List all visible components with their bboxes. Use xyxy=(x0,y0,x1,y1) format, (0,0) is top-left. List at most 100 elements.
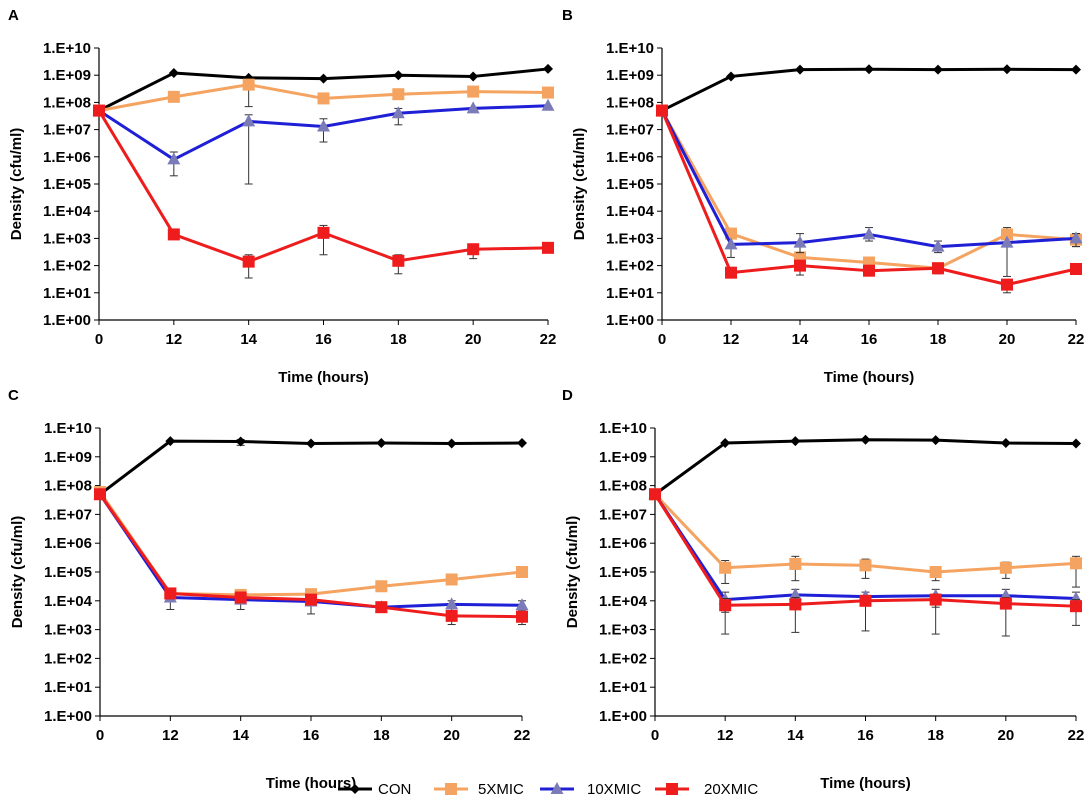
y-tick-label: 1.E+09 xyxy=(599,449,647,466)
y-tick-label: 1.E+02 xyxy=(606,258,654,275)
x-tick-label: 18 xyxy=(930,331,947,348)
x-axis-title: Time (hours) xyxy=(820,775,911,792)
y-tick-label: 1.E+05 xyxy=(43,176,91,193)
data-point-20XMIC xyxy=(656,104,668,117)
data-point-5XMIC xyxy=(445,573,458,586)
chart-panel-C: C 1.E+00 1.E+01 1.E+02 1.E+03 1.E+04 1.E+05 1.E… xyxy=(8,387,530,792)
series-line-CON xyxy=(99,439,523,496)
y-tick-label: 1.E+05 xyxy=(599,564,647,581)
series-20XMIC xyxy=(649,488,1082,637)
data-point-20XMIC xyxy=(719,599,732,612)
x-tick-label: 22 xyxy=(1068,727,1085,744)
series-CON xyxy=(657,64,1081,116)
y-tick-label: 1.E+08 xyxy=(44,478,92,495)
data-point-10XMIC xyxy=(862,227,876,240)
x-tick-label: 0 xyxy=(658,331,666,348)
data-point-CON xyxy=(1002,64,1012,75)
data-point-20XMIC xyxy=(859,594,872,607)
y-tick-label: 1.E+06 xyxy=(606,149,654,166)
data-point-CON xyxy=(726,71,736,82)
data-point-20XMIC xyxy=(467,243,480,256)
x-axis-title: Time (hours) xyxy=(266,775,357,792)
x-tick-label: 20 xyxy=(465,331,482,348)
data-point-10XMIC xyxy=(242,114,256,127)
y-tick-label: 1.E+02 xyxy=(44,650,92,667)
data-point-CON xyxy=(933,64,943,75)
chart-panels: A 1.E+00 1.E+01 1.E+02 1.E+03 1.E+04 1.E+05 1.E… xyxy=(8,7,1084,792)
data-point-CON xyxy=(720,438,731,449)
x-axis-title: Time (hours) xyxy=(278,369,369,386)
data-point-10XMIC xyxy=(1069,231,1083,244)
data-point-20XMIC xyxy=(932,262,944,275)
y-tick-label: 1.E+07 xyxy=(606,122,654,139)
data-point-CON xyxy=(318,73,329,84)
y-tick-label: 1.E+00 xyxy=(606,312,654,329)
chart-panel-D: D 1.E+00 1.E+01 1.E+02 1.E+03 1.E+04 1.E+05 1.E… xyxy=(562,387,1084,792)
legend-label: 20XMIC xyxy=(704,781,758,798)
y-tick-label: 1.E+00 xyxy=(599,708,647,725)
y-tick-label: 1.E+04 xyxy=(599,593,648,610)
data-point-CON xyxy=(468,71,479,82)
data-point-20XMIC xyxy=(1070,262,1082,275)
data-point-5XMIC xyxy=(516,566,528,578)
y-tick-label: 1.E+10 xyxy=(43,40,91,57)
chart-panel-A: A 1.E+00 1.E+01 1.E+02 1.E+03 1.E+04 1.E+05 1.E… xyxy=(8,7,556,386)
data-point-CON xyxy=(376,438,387,449)
x-tick-label: 22 xyxy=(1068,331,1085,348)
legend-marker-CON xyxy=(350,784,360,794)
y-tick-label: 1.E+01 xyxy=(43,285,91,302)
x-tick-label: 14 xyxy=(792,331,809,348)
y-tick-label: 1.E+03 xyxy=(606,230,654,247)
x-tick-label: 18 xyxy=(373,727,390,744)
panel-label: D xyxy=(562,387,573,404)
data-point-20XMIC xyxy=(94,488,106,501)
y-tick-label: 1.E+10 xyxy=(599,420,647,437)
x-tick-label: 18 xyxy=(927,727,944,744)
x-tick-label: 14 xyxy=(232,727,249,744)
data-point-20XMIC xyxy=(164,587,177,600)
data-point-CON xyxy=(306,438,316,449)
y-axis-title: Density (cfu/ml) xyxy=(9,516,26,629)
y-tick-label: 1.E+05 xyxy=(606,176,654,193)
y-tick-label: 1.E+03 xyxy=(44,622,92,639)
data-point-5XMIC xyxy=(999,561,1012,574)
legend-label: 10XMIC xyxy=(587,781,641,798)
legend-label: CON xyxy=(378,781,411,798)
x-tick-label: 12 xyxy=(723,331,740,348)
data-point-5XMIC xyxy=(317,92,330,105)
data-point-20XMIC xyxy=(1070,600,1082,613)
y-tick-label: 1.E+06 xyxy=(43,149,91,166)
data-point-20XMIC xyxy=(863,264,875,277)
data-point-5XMIC xyxy=(392,88,405,101)
x-tick-label: 20 xyxy=(999,331,1016,348)
data-point-10XMIC xyxy=(466,101,480,114)
y-tick-label: 1.E+01 xyxy=(606,285,654,302)
x-tick-label: 0 xyxy=(651,727,659,744)
y-tick-label: 1.E+08 xyxy=(43,94,91,111)
x-tick-label: 18 xyxy=(390,331,407,348)
data-point-CON xyxy=(1000,438,1011,449)
data-point-10XMIC xyxy=(445,597,459,610)
x-tick-label: 0 xyxy=(95,331,103,348)
series-line-10XMIC xyxy=(653,493,1077,602)
data-point-20XMIC xyxy=(445,609,458,622)
data-point-20XMIC xyxy=(305,593,317,606)
data-point-20XMIC xyxy=(392,254,405,267)
y-tick-label: 1.E+04 xyxy=(43,203,92,220)
y-tick-label: 1.E+08 xyxy=(606,94,654,111)
data-point-20XMIC xyxy=(929,593,942,606)
data-point-20XMIC xyxy=(234,591,247,604)
series-line-CON xyxy=(661,67,1077,112)
data-point-CON xyxy=(165,436,176,447)
data-point-20XMIC xyxy=(794,259,806,272)
data-point-CON xyxy=(795,64,805,75)
x-tick-label: 14 xyxy=(240,331,257,348)
y-tick-label: 1.E+01 xyxy=(599,679,647,696)
data-point-CON xyxy=(393,70,404,81)
y-tick-label: 1.E+02 xyxy=(599,650,647,667)
series-20XMIC xyxy=(656,104,1082,294)
legend-label: 5XMIC xyxy=(478,781,524,798)
data-point-CON xyxy=(517,438,527,449)
data-point-5XMIC xyxy=(1001,228,1013,241)
data-point-10XMIC xyxy=(391,106,405,119)
